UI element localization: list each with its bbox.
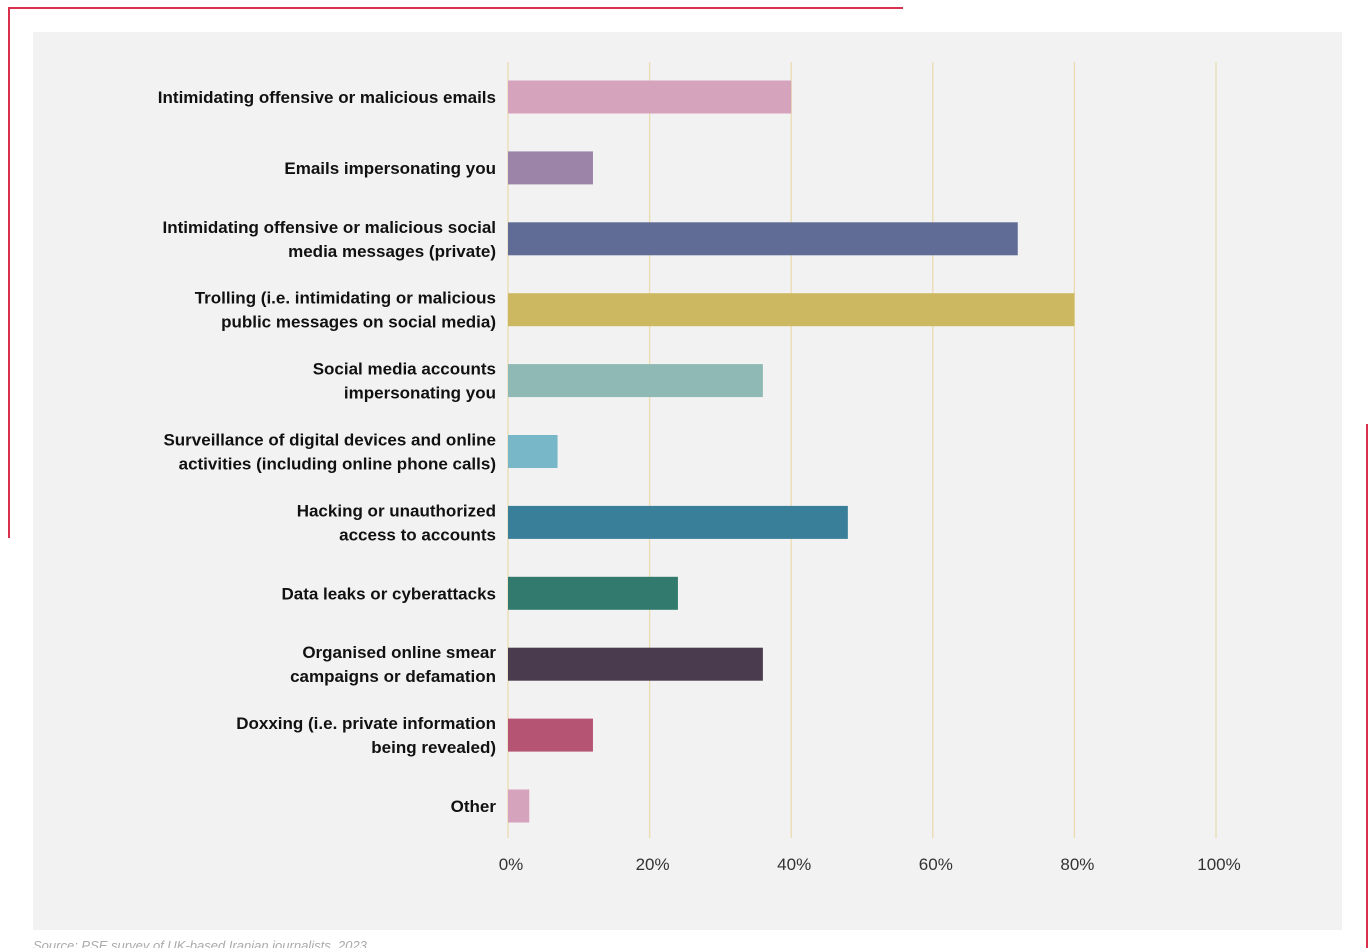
left-accent-line <box>8 7 10 538</box>
x-tick-label: 100% <box>1197 855 1240 874</box>
bars <box>508 80 1075 823</box>
x-tick-label: 80% <box>1060 855 1094 874</box>
category-label-10: Other <box>451 797 497 816</box>
bar-1 <box>508 151 593 185</box>
bar-2 <box>508 222 1018 256</box>
x-tick-label: 0% <box>499 855 524 874</box>
category-label-3: Trolling (i.e. intimidating or malicious… <box>195 289 496 332</box>
bar-6 <box>508 505 848 539</box>
category-label-7: Data leaks or cyberattacks <box>281 584 496 603</box>
category-labels: Intimidating offensive or malicious emai… <box>158 88 497 816</box>
bar-5 <box>508 435 558 468</box>
category-label-8: Organised online smear campaigns or defam… <box>290 643 496 686</box>
bar-8 <box>508 647 763 681</box>
category-label-1: Emails impersonating you <box>284 159 496 178</box>
category-label-9: Doxxing (i.e. private information being r… <box>236 714 496 757</box>
right-accent-line <box>1366 424 1368 948</box>
x-tick-label: 40% <box>777 855 811 874</box>
category-label-0: Intimidating offensive or malicious emai… <box>158 88 496 107</box>
bar-0 <box>508 80 792 114</box>
gridlines <box>507 62 1217 838</box>
bar-9 <box>508 718 593 752</box>
category-label-6: Hacking or unauthorized access to account… <box>297 501 496 544</box>
x-axis-ticks: 0% 20% 40% 60% 80% 100% <box>499 855 1241 874</box>
bar-3 <box>508 293 1075 327</box>
source-note: Source: PSE survey of UK-based Iranian j… <box>33 938 367 948</box>
bar-10 <box>508 789 530 823</box>
x-tick-label: 60% <box>919 855 953 874</box>
top-accent-line <box>8 7 903 9</box>
category-label-4: Social media accounts impersonating you <box>313 360 496 403</box>
chart-panel <box>33 32 1342 930</box>
category-label-5: Surveillance of digital devices and onli… <box>163 431 496 474</box>
bar-7 <box>508 576 678 610</box>
bar-4 <box>508 364 763 398</box>
category-label-2: Intimidating offensive or malicious soci… <box>163 218 496 261</box>
x-tick-label: 20% <box>636 855 670 874</box>
